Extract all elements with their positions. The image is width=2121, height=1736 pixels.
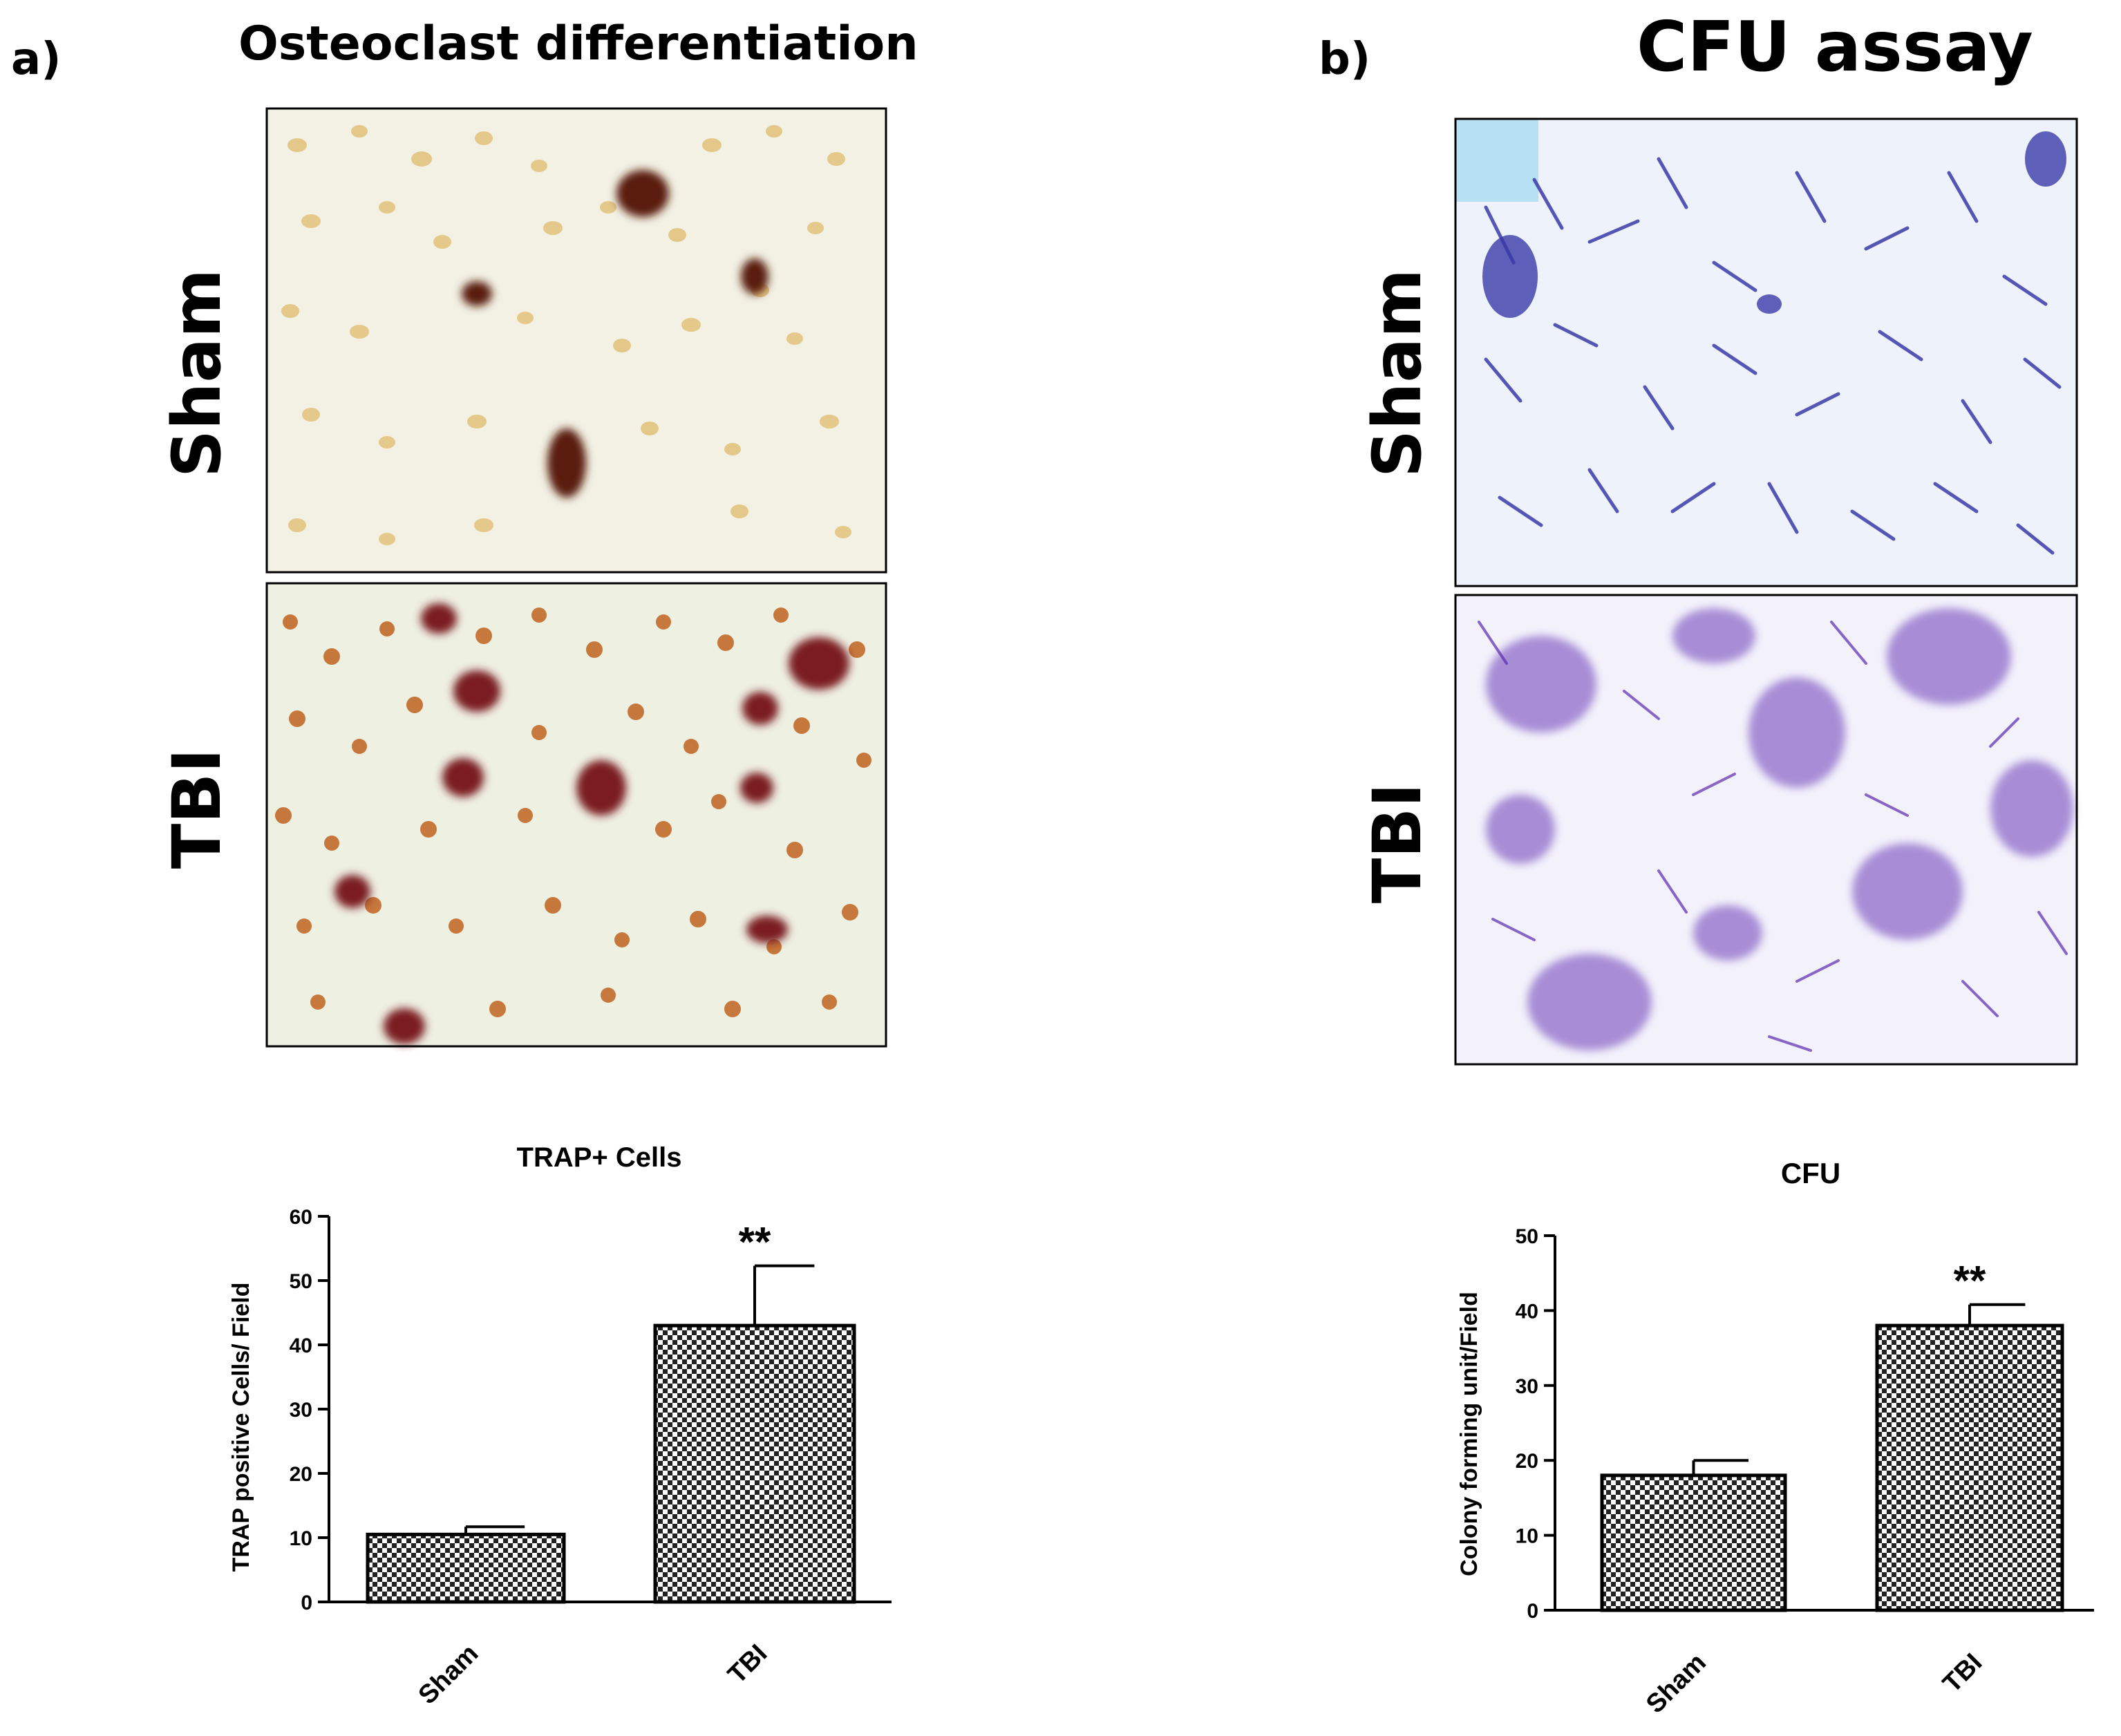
y-axis-label: TRAP positive Cells/ Field: [228, 1283, 254, 1572]
x-category-label: TBI: [1937, 1648, 1988, 1699]
micrograph-osteoclast-tbi: [265, 582, 887, 1048]
chart-trap: TRAP+ Cells TRAP positive Cells/ Field 0…: [228, 1142, 892, 1710]
y-tick-label: 0: [301, 1592, 312, 1614]
x-category-label: Sham: [1641, 1648, 1712, 1719]
panel-b-row-label-sham: Sham: [1359, 269, 1436, 478]
panel-b-row-label-tbi: TBI: [1359, 783, 1436, 903]
panel-a-row-label-tbi: TBI: [158, 748, 236, 869]
y-tick-label: 0: [1527, 1600, 1538, 1623]
y-tick-label: 50: [290, 1270, 312, 1293]
y-axis-label: Colony forming unit/Field: [1456, 1292, 1482, 1576]
significance-marker: **: [1954, 1258, 1986, 1304]
y-tick-label: 30: [1516, 1375, 1538, 1398]
y-tick-label: 20: [1516, 1450, 1538, 1473]
panel-b-title: CFU assay: [1637, 6, 2033, 87]
y-tick-label: 10: [1516, 1525, 1538, 1548]
bar-tbi: [653, 1323, 856, 1604]
bar-sham: [1600, 1473, 1787, 1612]
y-tick-label: 30: [290, 1399, 312, 1422]
bar-sham: [366, 1532, 566, 1604]
chart-title: TRAP+ Cells: [517, 1142, 682, 1173]
chart-title: CFU: [1781, 1157, 1840, 1189]
y-tick-label: 50: [1516, 1225, 1538, 1248]
y-tick-label: 40: [290, 1334, 312, 1357]
panel-a-title: Osteoclast differentiation: [238, 17, 918, 71]
x-category-label: TBI: [722, 1639, 773, 1690]
micrograph-cfu-sham: [1454, 117, 2078, 587]
chart-cfu: CFU Colony forming unit/Field 0 10 20 30 40 5…: [1456, 1157, 2094, 1719]
bar-tbi: [1875, 1323, 2064, 1612]
significance-marker: **: [739, 1219, 771, 1265]
micrograph-osteoclast-sham: [265, 107, 887, 574]
y-tick-label: 60: [290, 1206, 312, 1229]
micrograph-cfu-tbi: [1454, 594, 2078, 1066]
panel-a-label: a): [11, 34, 61, 85]
y-tick-label: 10: [290, 1527, 312, 1550]
y-tick-label: 40: [1516, 1300, 1538, 1323]
x-category-label: Sham: [413, 1639, 484, 1710]
panel-a-row-label-sham: Sham: [158, 269, 236, 478]
y-tick-label: 20: [290, 1463, 312, 1486]
panel-b-label: b): [1319, 34, 1370, 85]
